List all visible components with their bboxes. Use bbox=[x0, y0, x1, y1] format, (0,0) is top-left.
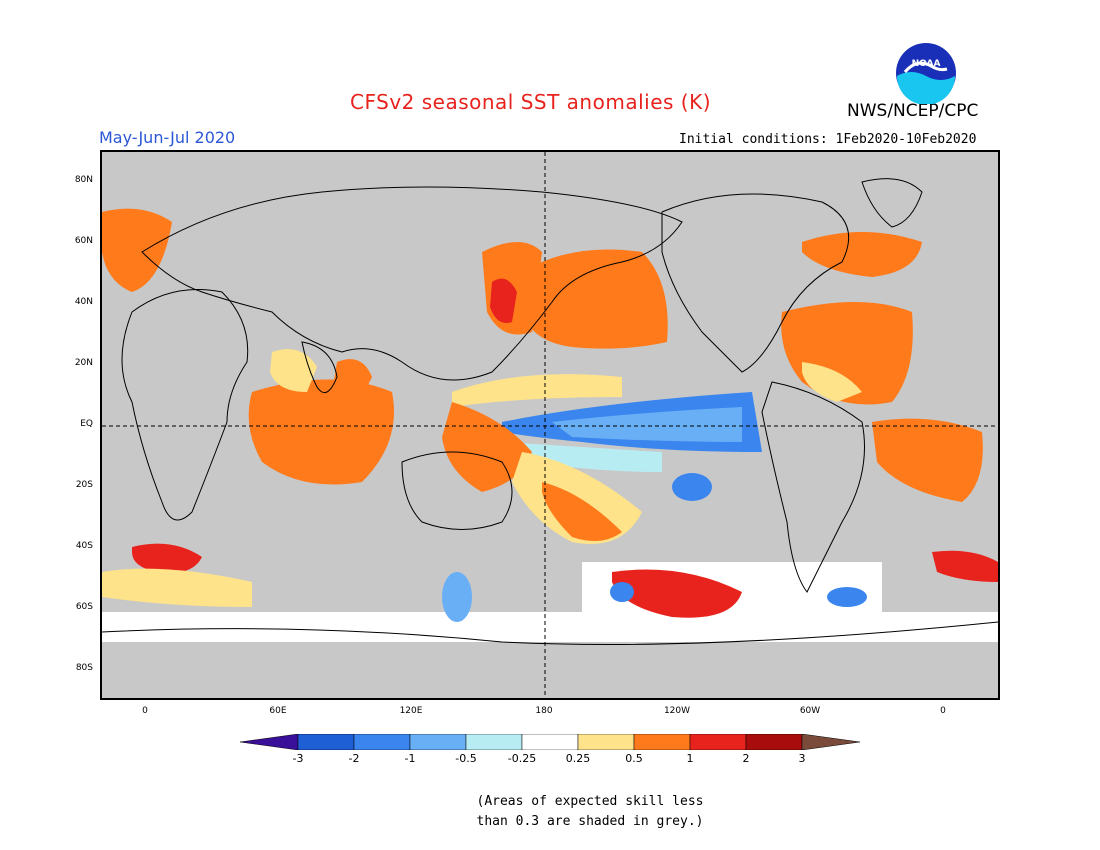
lat-label-20s: 20S bbox=[75, 480, 93, 490]
lat-label-eq: EQ bbox=[80, 419, 93, 429]
skill-note-line-1: (Areas of expected skill less bbox=[476, 794, 704, 809]
colorbar-label-3: 3 bbox=[798, 752, 806, 765]
lat-label-20n: 20N bbox=[74, 358, 93, 368]
lon-label-120e: 120E bbox=[399, 706, 423, 716]
lon-label-60w: 60W bbox=[799, 706, 821, 716]
colorbar-label-neg025: -0.25 bbox=[507, 752, 537, 765]
colorbar-label-05: 0.5 bbox=[625, 752, 643, 765]
colorbar-segment-3 bbox=[353, 734, 411, 750]
lat-label-40s: 40S bbox=[75, 541, 93, 551]
colorbar-segment-10 bbox=[745, 734, 803, 750]
colorbar-segment-7 bbox=[577, 734, 635, 750]
coastlines bbox=[102, 178, 998, 645]
sst-anomaly-map bbox=[100, 150, 1000, 700]
colorbar-segment-11 bbox=[801, 734, 861, 750]
colorbar bbox=[240, 734, 861, 750]
noaa-logo: NOAA bbox=[896, 43, 956, 104]
skill-note-line-2: than 0.3 are shaded in grey.) bbox=[476, 814, 704, 829]
colorbar-segment-6 bbox=[521, 734, 579, 750]
skill-note: (Areas of expected skill less than 0.3 a… bbox=[400, 792, 780, 832]
agency-label: NWS/NCEP/CPC bbox=[847, 101, 979, 121]
colorbar-segment-5 bbox=[465, 734, 523, 750]
lat-label-40n: 40N bbox=[74, 297, 93, 307]
season-label: May-Jun-Jul 2020 bbox=[99, 128, 236, 147]
lon-label-120w: 120W bbox=[663, 706, 691, 716]
colorbar-label-1: 1 bbox=[686, 752, 694, 765]
map-title: CFSv2 seasonal SST anomalies (K) bbox=[350, 90, 711, 114]
lon-label-180: 180 bbox=[535, 706, 553, 716]
lat-label-60s: 60S bbox=[75, 602, 93, 612]
lon-label-60e: 60E bbox=[269, 706, 287, 716]
lat-label-80s: 80S bbox=[75, 663, 93, 673]
colorbar-label-2: 2 bbox=[742, 752, 750, 765]
colorbar-label-neg2: -2 bbox=[348, 752, 360, 765]
colorbar-segment-9 bbox=[689, 734, 747, 750]
lon-label-0-east: 0 bbox=[940, 706, 946, 716]
anomaly-fields bbox=[102, 208, 998, 642]
lon-label-0: 0 bbox=[142, 706, 148, 716]
colorbar-label-025: 0.25 bbox=[565, 752, 591, 765]
lat-label-60n: 60N bbox=[74, 236, 93, 246]
colorbar-segment-1 bbox=[240, 734, 299, 750]
colorbar-segment-4 bbox=[409, 734, 467, 750]
colorbar-segment-8 bbox=[633, 734, 691, 750]
colorbar-label-neg05: -0.5 bbox=[455, 752, 477, 765]
colorbar-label-neg3: -3 bbox=[292, 752, 304, 765]
colorbar-label-neg1: -1 bbox=[404, 752, 416, 765]
map-canvas bbox=[102, 152, 998, 698]
lat-label-80n: 80N bbox=[74, 175, 93, 185]
colorbar-segment-2 bbox=[297, 734, 355, 750]
noaa-logo-text: NOAA bbox=[912, 59, 941, 69]
initial-conditions-label: Initial conditions: 1Feb2020-10Feb2020 bbox=[679, 132, 977, 147]
